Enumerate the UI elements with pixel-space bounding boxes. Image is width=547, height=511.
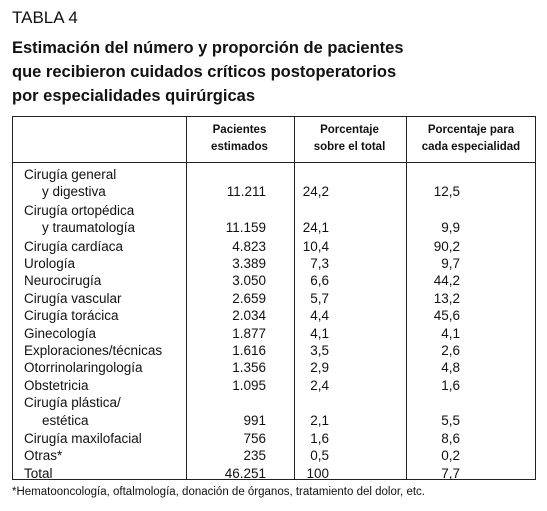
column-header: Pacientes bbox=[212, 124, 267, 136]
cell-value: 4,4 bbox=[310, 308, 329, 324]
cell-value: 1,6 bbox=[441, 377, 460, 393]
row-label: Neurocirugía bbox=[24, 273, 102, 289]
cell-value: 1,6 bbox=[310, 431, 329, 446]
cell-value: 1.356 bbox=[232, 360, 266, 376]
cell-value: 45,6 bbox=[433, 308, 460, 324]
cell-value: 4,1 bbox=[441, 325, 460, 341]
row-label: Cirugía maxilofacial bbox=[24, 431, 142, 446]
cell-value: 2.659 bbox=[232, 290, 266, 306]
column-header: sobre el total bbox=[313, 141, 386, 153]
cell-value: 8,6 bbox=[441, 431, 460, 446]
row-label: Cirugía cardíaca bbox=[24, 238, 124, 254]
title-line: por especialidades quirúrgicas bbox=[12, 87, 256, 105]
cell-value: 10,4 bbox=[302, 238, 329, 254]
cell-value: 2,6 bbox=[441, 343, 460, 358]
row-label: Total bbox=[24, 465, 53, 481]
cell-value: 4,1 bbox=[310, 325, 329, 341]
cell-value: 4.823 bbox=[232, 238, 266, 254]
cell-value: 6,6 bbox=[310, 273, 329, 289]
cell-value: 3.050 bbox=[232, 273, 266, 289]
table-label: TABLA 4 bbox=[12, 8, 78, 27]
row-label: y digestiva bbox=[42, 184, 106, 200]
cell-value: 0,5 bbox=[310, 448, 329, 464]
cell-value: 24,2 bbox=[302, 184, 329, 200]
cell-value: 46.251 bbox=[224, 465, 266, 481]
row-label: Ginecología bbox=[24, 325, 97, 341]
cell-value: 100 bbox=[306, 465, 329, 481]
row-label: Urología bbox=[24, 256, 76, 271]
cell-value: 12,5 bbox=[433, 184, 460, 200]
row-label: Cirugía vascular bbox=[24, 290, 122, 306]
cell-value: 9,7 bbox=[441, 256, 460, 271]
row-label: estética bbox=[42, 412, 89, 428]
row-label: Cirugía general bbox=[24, 167, 117, 182]
header-divider bbox=[13, 162, 535, 163]
cell-value: 7,3 bbox=[310, 256, 329, 271]
title-line: que recibieron cuidados críticos postope… bbox=[12, 63, 397, 81]
column-divider bbox=[294, 117, 295, 479]
cell-value: 13,2 bbox=[433, 290, 460, 306]
cell-value: 44,2 bbox=[433, 273, 460, 289]
table bbox=[12, 116, 536, 480]
cell-value: 11.159 bbox=[225, 220, 266, 236]
cell-value: 2,9 bbox=[310, 360, 329, 376]
row-label: Obstetricia bbox=[24, 377, 89, 393]
cell-value: 3.389 bbox=[232, 256, 266, 271]
row-label: Otorrinolaringología bbox=[24, 360, 143, 376]
cell-value: 5,5 bbox=[441, 412, 460, 428]
column-header: estimados bbox=[211, 141, 268, 153]
footnote: *Hematooncología, oftalmología, donación… bbox=[12, 486, 425, 498]
cell-value: 24,1 bbox=[302, 220, 329, 236]
cell-value: 5,7 bbox=[310, 290, 329, 306]
row-label: Cirugía plástica/ bbox=[24, 395, 121, 411]
cell-value: 2,4 bbox=[310, 377, 329, 393]
row-label: Exploraciones/técnicas bbox=[24, 343, 163, 358]
cell-value: 1.616 bbox=[232, 343, 266, 358]
column-divider bbox=[186, 117, 187, 479]
cell-value: 11.211 bbox=[226, 184, 266, 200]
column-header: cada especialidad bbox=[421, 141, 521, 153]
cell-value: 3,5 bbox=[310, 343, 329, 358]
row-label: y traumatología bbox=[42, 220, 136, 236]
cell-value: 2,1 bbox=[310, 412, 329, 428]
cell-value: 1.095 bbox=[232, 377, 266, 393]
cell-value: 756 bbox=[243, 431, 266, 446]
cell-value: 991 bbox=[243, 412, 266, 428]
cell-value: 1.877 bbox=[232, 325, 266, 341]
row-label: Otras* bbox=[24, 448, 63, 464]
cell-value: 4,8 bbox=[441, 360, 460, 376]
cell-value: 7,7 bbox=[441, 465, 460, 481]
row-label: Cirugía ortopédica bbox=[24, 202, 135, 218]
cell-value: 9,9 bbox=[441, 220, 460, 236]
row-label: Cirugía torácica bbox=[24, 308, 119, 324]
column-header: Porcentaje bbox=[320, 124, 379, 136]
column-header: Porcentaje para bbox=[427, 124, 515, 136]
cell-value: 90,2 bbox=[433, 238, 460, 254]
cell-value: 235 bbox=[243, 448, 266, 464]
cell-value: 2.034 bbox=[232, 308, 266, 324]
cell-value: 0,2 bbox=[441, 448, 460, 464]
column-divider bbox=[406, 117, 407, 479]
title-line: Estimación del número y proporción de pa… bbox=[12, 39, 404, 57]
